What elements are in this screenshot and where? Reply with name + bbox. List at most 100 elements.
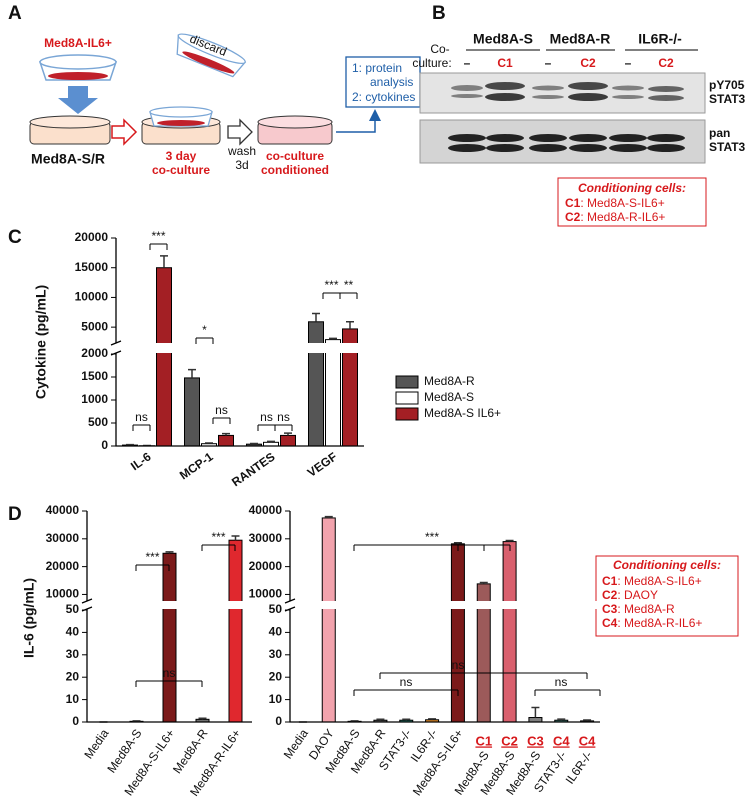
- y-tick-label: 50: [66, 602, 80, 616]
- bar: [281, 435, 296, 446]
- significance-label: **: [344, 278, 354, 292]
- conditioning-label: C2: [501, 733, 518, 748]
- coculture-label: co-culture: [152, 163, 210, 177]
- significance-bracket: [323, 293, 340, 299]
- error-bar: [531, 707, 539, 717]
- significance-bracket: [340, 293, 357, 299]
- legend-swatch: [396, 392, 418, 404]
- recipient-label: Med8A-S/R: [31, 151, 105, 167]
- significance-label: ***: [151, 229, 165, 243]
- conditioned-label: conditioned: [261, 163, 329, 177]
- significance-bracket: [354, 690, 458, 696]
- key-item: C3: Med8A-R: [602, 602, 675, 616]
- wash-label: 3d: [235, 158, 248, 172]
- significance-label: ***: [145, 550, 159, 564]
- panel-label: C: [8, 227, 22, 248]
- group-label: Med8A-S: [473, 31, 533, 47]
- y-tick-label: 30: [66, 647, 80, 661]
- conditioning-label: C4: [553, 733, 570, 748]
- y-tick-label: 20000: [46, 559, 80, 573]
- key-item: C1: Med8A-S-IL6+: [602, 574, 702, 588]
- y-tick-label: 5000: [81, 319, 108, 333]
- x-tick-label: VEGF: [305, 450, 340, 480]
- y-tick-label: 40000: [249, 503, 283, 517]
- significance-label: ns: [400, 675, 413, 689]
- key-item: C1: Med8A-S-IL6+: [565, 196, 665, 210]
- significance-label: ns: [135, 410, 148, 424]
- bar: [309, 322, 324, 446]
- lane-label: C2: [658, 56, 674, 70]
- band-label: STAT3: [709, 140, 745, 154]
- legend-swatch: [396, 376, 418, 388]
- key-item: C2: DAOY: [602, 588, 658, 602]
- significance-label: ***: [211, 530, 225, 544]
- schematic: Med8A-IL6+ Med8A-S/R 3 day co-culture di…: [30, 30, 420, 177]
- significance-label: ns: [260, 410, 273, 424]
- y-tick-label: 40: [66, 625, 80, 639]
- significance-bracket: [133, 425, 150, 431]
- lane-label: –: [625, 56, 632, 70]
- key-item: C4: Med8A-R-IL6+: [602, 616, 702, 630]
- y-tick-label: 10: [66, 692, 80, 706]
- analysis-label: analysis: [370, 75, 413, 89]
- bar: [219, 435, 234, 446]
- significance-bracket: [213, 418, 230, 424]
- y-tick-label: 50: [269, 602, 283, 616]
- y-tick-label: 20000: [75, 230, 109, 244]
- bar: [503, 542, 516, 722]
- significance-bracket: [354, 545, 510, 551]
- western-blot: Med8A-S Med8A-R IL6R-/- Co- culture: – C…: [412, 31, 745, 226]
- conditioning-label: C1: [475, 733, 492, 748]
- error-bar: [188, 370, 196, 378]
- axis-break: [108, 343, 364, 353]
- y-tick-label: 10: [269, 692, 283, 706]
- panel-label: A: [8, 3, 22, 24]
- significance-bracket: [258, 425, 275, 431]
- error-bar: [250, 443, 258, 444]
- chart: 0102030405010000200003000040000MediaDAOY…: [249, 503, 600, 798]
- wash-label: wash: [227, 144, 256, 158]
- y-tick-label: 20: [66, 669, 80, 683]
- significance-label: ns: [277, 410, 290, 424]
- significance-label: ns: [555, 675, 568, 689]
- bar: [326, 340, 341, 446]
- bar: [163, 553, 176, 722]
- significance-label: ns: [163, 666, 176, 680]
- axis-break: [79, 601, 252, 609]
- y-tick-label: 40: [269, 625, 283, 639]
- significance-label: ***: [425, 530, 439, 544]
- conditioned-label: co-culture: [266, 149, 324, 163]
- x-tick-label: MCP-1: [177, 449, 216, 482]
- panel-label: D: [8, 504, 22, 525]
- error-bar: [232, 536, 240, 540]
- y-tick-label: 0: [101, 438, 108, 452]
- y-axis-title: Cytokine (pg/mL): [33, 285, 49, 399]
- x-tick-label: IL6R-/-: [563, 749, 596, 787]
- y-tick-label: 1500: [81, 369, 108, 383]
- significance-bracket: [275, 425, 292, 431]
- y-tick-label: 40000: [46, 503, 80, 517]
- y-tick-label: 10000: [249, 587, 283, 601]
- x-tick-label: Media: [81, 726, 111, 761]
- bar: [185, 378, 200, 446]
- chart: 0102030405010000200003000040000MediaMed8…: [46, 503, 252, 799]
- key-title: Conditioning cells:: [578, 181, 686, 195]
- key-item: C2: Med8A-R-IL6+: [565, 210, 665, 224]
- axis-break: [282, 601, 600, 609]
- coculture-label: 3 day: [166, 149, 197, 163]
- x-tick-label: RANTES: [229, 450, 277, 490]
- error-bar: [205, 443, 213, 444]
- y-tick-label: 10000: [75, 290, 109, 304]
- legend-label: Med8A-S IL6+: [424, 406, 501, 420]
- significance-label: ***: [324, 278, 338, 292]
- y-tick-label: 0: [72, 714, 79, 728]
- donor-label: Med8A-IL6+: [44, 36, 112, 50]
- error-bar: [312, 313, 320, 321]
- bar: [322, 518, 335, 722]
- significance-label: ns: [215, 403, 228, 417]
- band-label: pY705-: [709, 78, 745, 92]
- y-tick-label: 1000: [81, 392, 108, 406]
- significance-bracket: [535, 690, 600, 696]
